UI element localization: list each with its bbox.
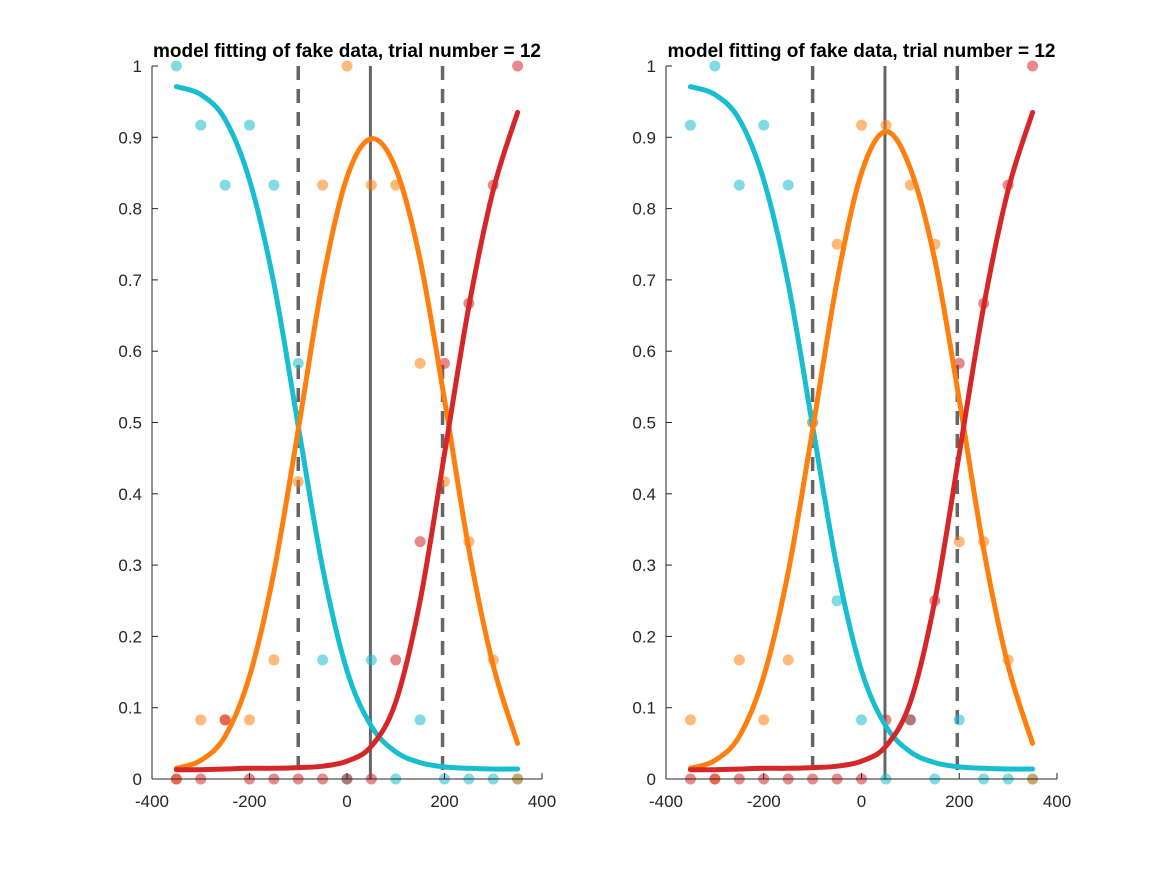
data-point [856,119,867,131]
data-point [782,654,794,666]
data-point [414,714,426,726]
data-point [758,714,770,726]
y-tick-label: 0.2 [632,627,656,646]
y-tick-label: 0.3 [118,556,142,575]
y-tick-label: 1 [647,57,656,76]
data-point [219,714,231,726]
data-point [733,179,745,191]
x-tick-label: -200 [747,792,781,811]
data-point [758,119,770,131]
y-tick-label: 0 [133,770,142,789]
data-point [831,595,843,607]
data-point [292,476,304,488]
data-point [268,654,280,666]
y-tick-label: 0.8 [118,200,142,219]
data-point [365,654,377,666]
data-point [244,119,255,131]
fitted-curve-cyan [687,84,1036,772]
data-point [414,536,426,548]
data-point [268,179,280,191]
data-point [292,357,304,369]
subplot-1: 0 0.1 0.2 0.3 0.4 0.5 0.6 0.7 0.8 0.9 1 -400 -200 0 20… [118,41,556,811]
y-tick-label: 0.7 [632,271,656,290]
data-point [244,714,255,726]
y-tick-label: 0.5 [118,414,142,433]
x-tick-label: -400 [649,792,683,811]
x-tick-label: 0 [342,792,351,811]
data-point [439,357,450,369]
data-point [880,119,892,131]
data-point [414,357,426,369]
fitted-curve-orange [173,136,521,771]
data-point [733,654,745,666]
data-point [1027,60,1039,72]
data-point [953,536,965,548]
data-point [341,60,353,72]
y-tick-label: 0.8 [632,200,656,219]
y-tick-label: 0.9 [118,128,142,147]
x-tick-label: -400 [135,792,169,811]
x-tick-label: 200 [945,792,973,811]
x-tick-label: 0 [857,792,866,811]
data-point [709,60,721,72]
data-point [390,654,402,666]
data-point [512,60,524,72]
y-tick-label: 0.5 [632,414,656,433]
data-point [365,179,377,191]
y-tick-label: 0.6 [632,342,656,361]
x-tick-label: 400 [528,792,556,811]
data-point [953,714,965,726]
y-tick-label: 0.1 [118,699,142,718]
data-point [195,714,207,726]
y-tick-label: 0.7 [118,271,142,290]
data-point [684,119,696,131]
data-point [317,179,329,191]
subplot-2: 0 0.1 0.2 0.3 0.4 0.5 0.6 0.7 0.8 0.9 1 -400 -200 0 20… [632,41,1071,811]
data-point [831,238,843,250]
y-tick-label: 0.2 [118,627,142,646]
data-point [317,654,329,666]
y-tick-label: 1 [133,57,142,76]
fitted-curve-orange [687,129,1036,771]
fitted-curve-red [173,109,521,773]
fitted-curve-cyan [173,84,521,772]
y-tick-label: 0.1 [632,699,656,718]
x-tick-label: 200 [430,792,458,811]
data-point [953,357,965,369]
data-point [170,60,182,72]
y-tick-label: 0 [647,770,656,789]
x-tick-label: -200 [232,792,266,811]
y-tick-label: 0.4 [118,485,142,504]
data-point [219,179,231,191]
y-tick-label: 0.6 [118,342,142,361]
chart-title: model fitting of fake data, trial number… [153,41,541,62]
data-point [195,119,207,131]
data-point [856,714,867,726]
data-point [782,179,794,191]
y-tick-label: 0.3 [632,556,656,575]
x-tick-label: 400 [1043,792,1071,811]
chart-title: model fitting of fake data, trial number… [668,41,1056,62]
fitted-curve-red [687,109,1036,773]
data-point [684,714,696,726]
y-tick-label: 0.4 [632,485,656,504]
y-tick-label: 0.9 [632,128,656,147]
data-point [904,714,916,726]
